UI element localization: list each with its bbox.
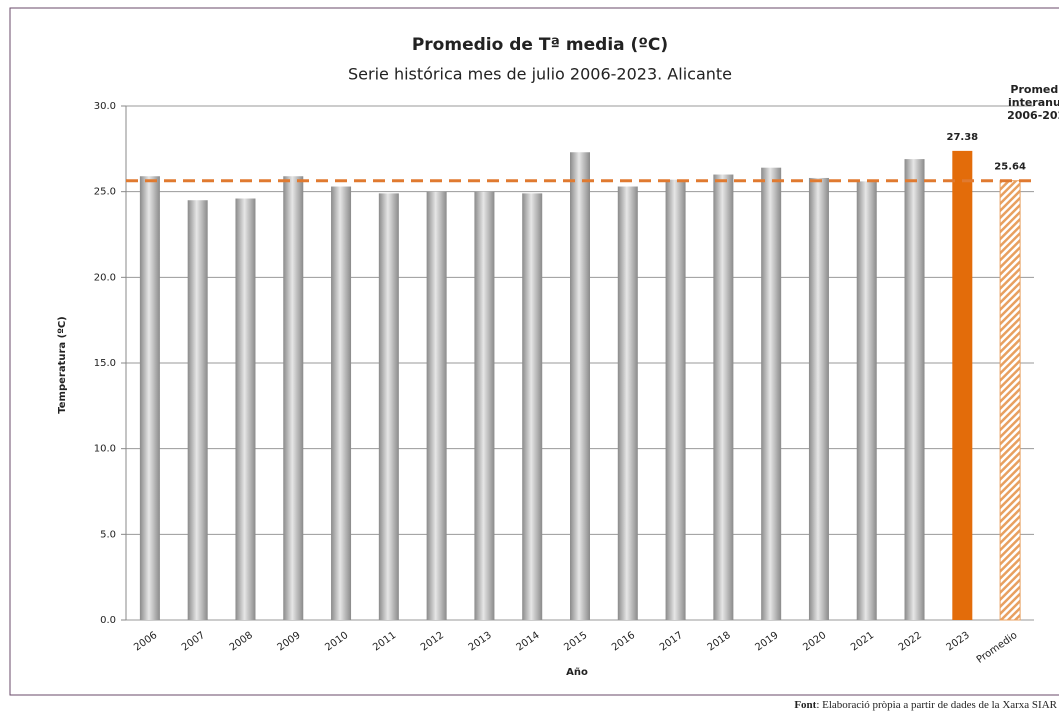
bar bbox=[665, 179, 686, 620]
x-tick-label: 2018 bbox=[706, 630, 733, 654]
bar bbox=[139, 176, 160, 620]
bar bbox=[761, 167, 782, 620]
reference-label: 2006-2022 bbox=[1007, 109, 1059, 122]
bar bbox=[187, 200, 208, 620]
bar bbox=[713, 174, 734, 621]
bar bbox=[904, 159, 925, 620]
bar bbox=[617, 186, 638, 620]
x-tick-label: 2015 bbox=[562, 630, 589, 654]
bar bbox=[235, 198, 256, 620]
y-tick-label: 30.0 bbox=[94, 101, 116, 112]
bar bbox=[570, 152, 590, 620]
x-tick-label: 2008 bbox=[228, 630, 255, 654]
source-label: Font bbox=[794, 699, 816, 711]
y-tick-label: 0.0 bbox=[100, 615, 116, 626]
chart-border bbox=[9, 7, 1059, 696]
x-tick-label: 2011 bbox=[371, 630, 398, 654]
x-tick-label: 2009 bbox=[276, 630, 303, 654]
y-tick-label: 10.0 bbox=[94, 444, 116, 455]
y-tick-label: 20.0 bbox=[94, 272, 116, 283]
bar bbox=[952, 150, 973, 620]
y-tick-label: 15.0 bbox=[94, 358, 116, 369]
x-tick-label: 2016 bbox=[610, 630, 637, 654]
x-tick-label: 2014 bbox=[514, 630, 541, 654]
bar bbox=[522, 193, 543, 620]
x-tick-label: 2020 bbox=[801, 630, 828, 654]
bar bbox=[999, 180, 1021, 621]
reference-label: Promedio bbox=[1010, 83, 1059, 96]
bar bbox=[808, 177, 829, 620]
x-tick-label: Promedio bbox=[975, 630, 1020, 666]
data-label: 27.38 bbox=[946, 132, 978, 143]
y-tick-label: 25.0 bbox=[94, 187, 116, 198]
x-axis-label: Año bbox=[566, 667, 588, 678]
data-label: 25.64 bbox=[994, 162, 1026, 173]
chart-subtitle: Serie histórica mes de julio 2006-2023. … bbox=[348, 65, 732, 84]
x-tick-label: 2017 bbox=[658, 630, 685, 654]
bar bbox=[378, 193, 399, 620]
x-tick-label: 2023 bbox=[945, 630, 972, 654]
y-axis-label: Temperatura (ºC) bbox=[57, 316, 68, 414]
reference-label: interanual bbox=[1008, 96, 1059, 109]
x-tick-label: 2013 bbox=[467, 630, 494, 654]
bar bbox=[331, 186, 352, 620]
bar bbox=[426, 191, 447, 620]
x-tick-label: 2022 bbox=[897, 630, 924, 654]
x-tick-label: 2021 bbox=[849, 630, 876, 654]
y-tick-label: 5.0 bbox=[100, 529, 116, 540]
source-note: Font: Elaboració pròpia a partir de dade… bbox=[794, 699, 1057, 711]
bar bbox=[283, 176, 304, 620]
bar bbox=[856, 181, 877, 621]
x-tick-label: 2006 bbox=[132, 630, 159, 654]
x-tick-label: 2007 bbox=[180, 630, 207, 654]
chart-title: Promedio de Tª media (ºC) bbox=[412, 35, 668, 55]
x-tick-label: 2010 bbox=[323, 630, 350, 654]
source-text: : Elaboració pròpia a partir de dades de… bbox=[816, 699, 1057, 711]
x-tick-label: 2019 bbox=[753, 630, 780, 654]
bar bbox=[474, 191, 495, 620]
x-tick-label: 2012 bbox=[419, 630, 446, 654]
